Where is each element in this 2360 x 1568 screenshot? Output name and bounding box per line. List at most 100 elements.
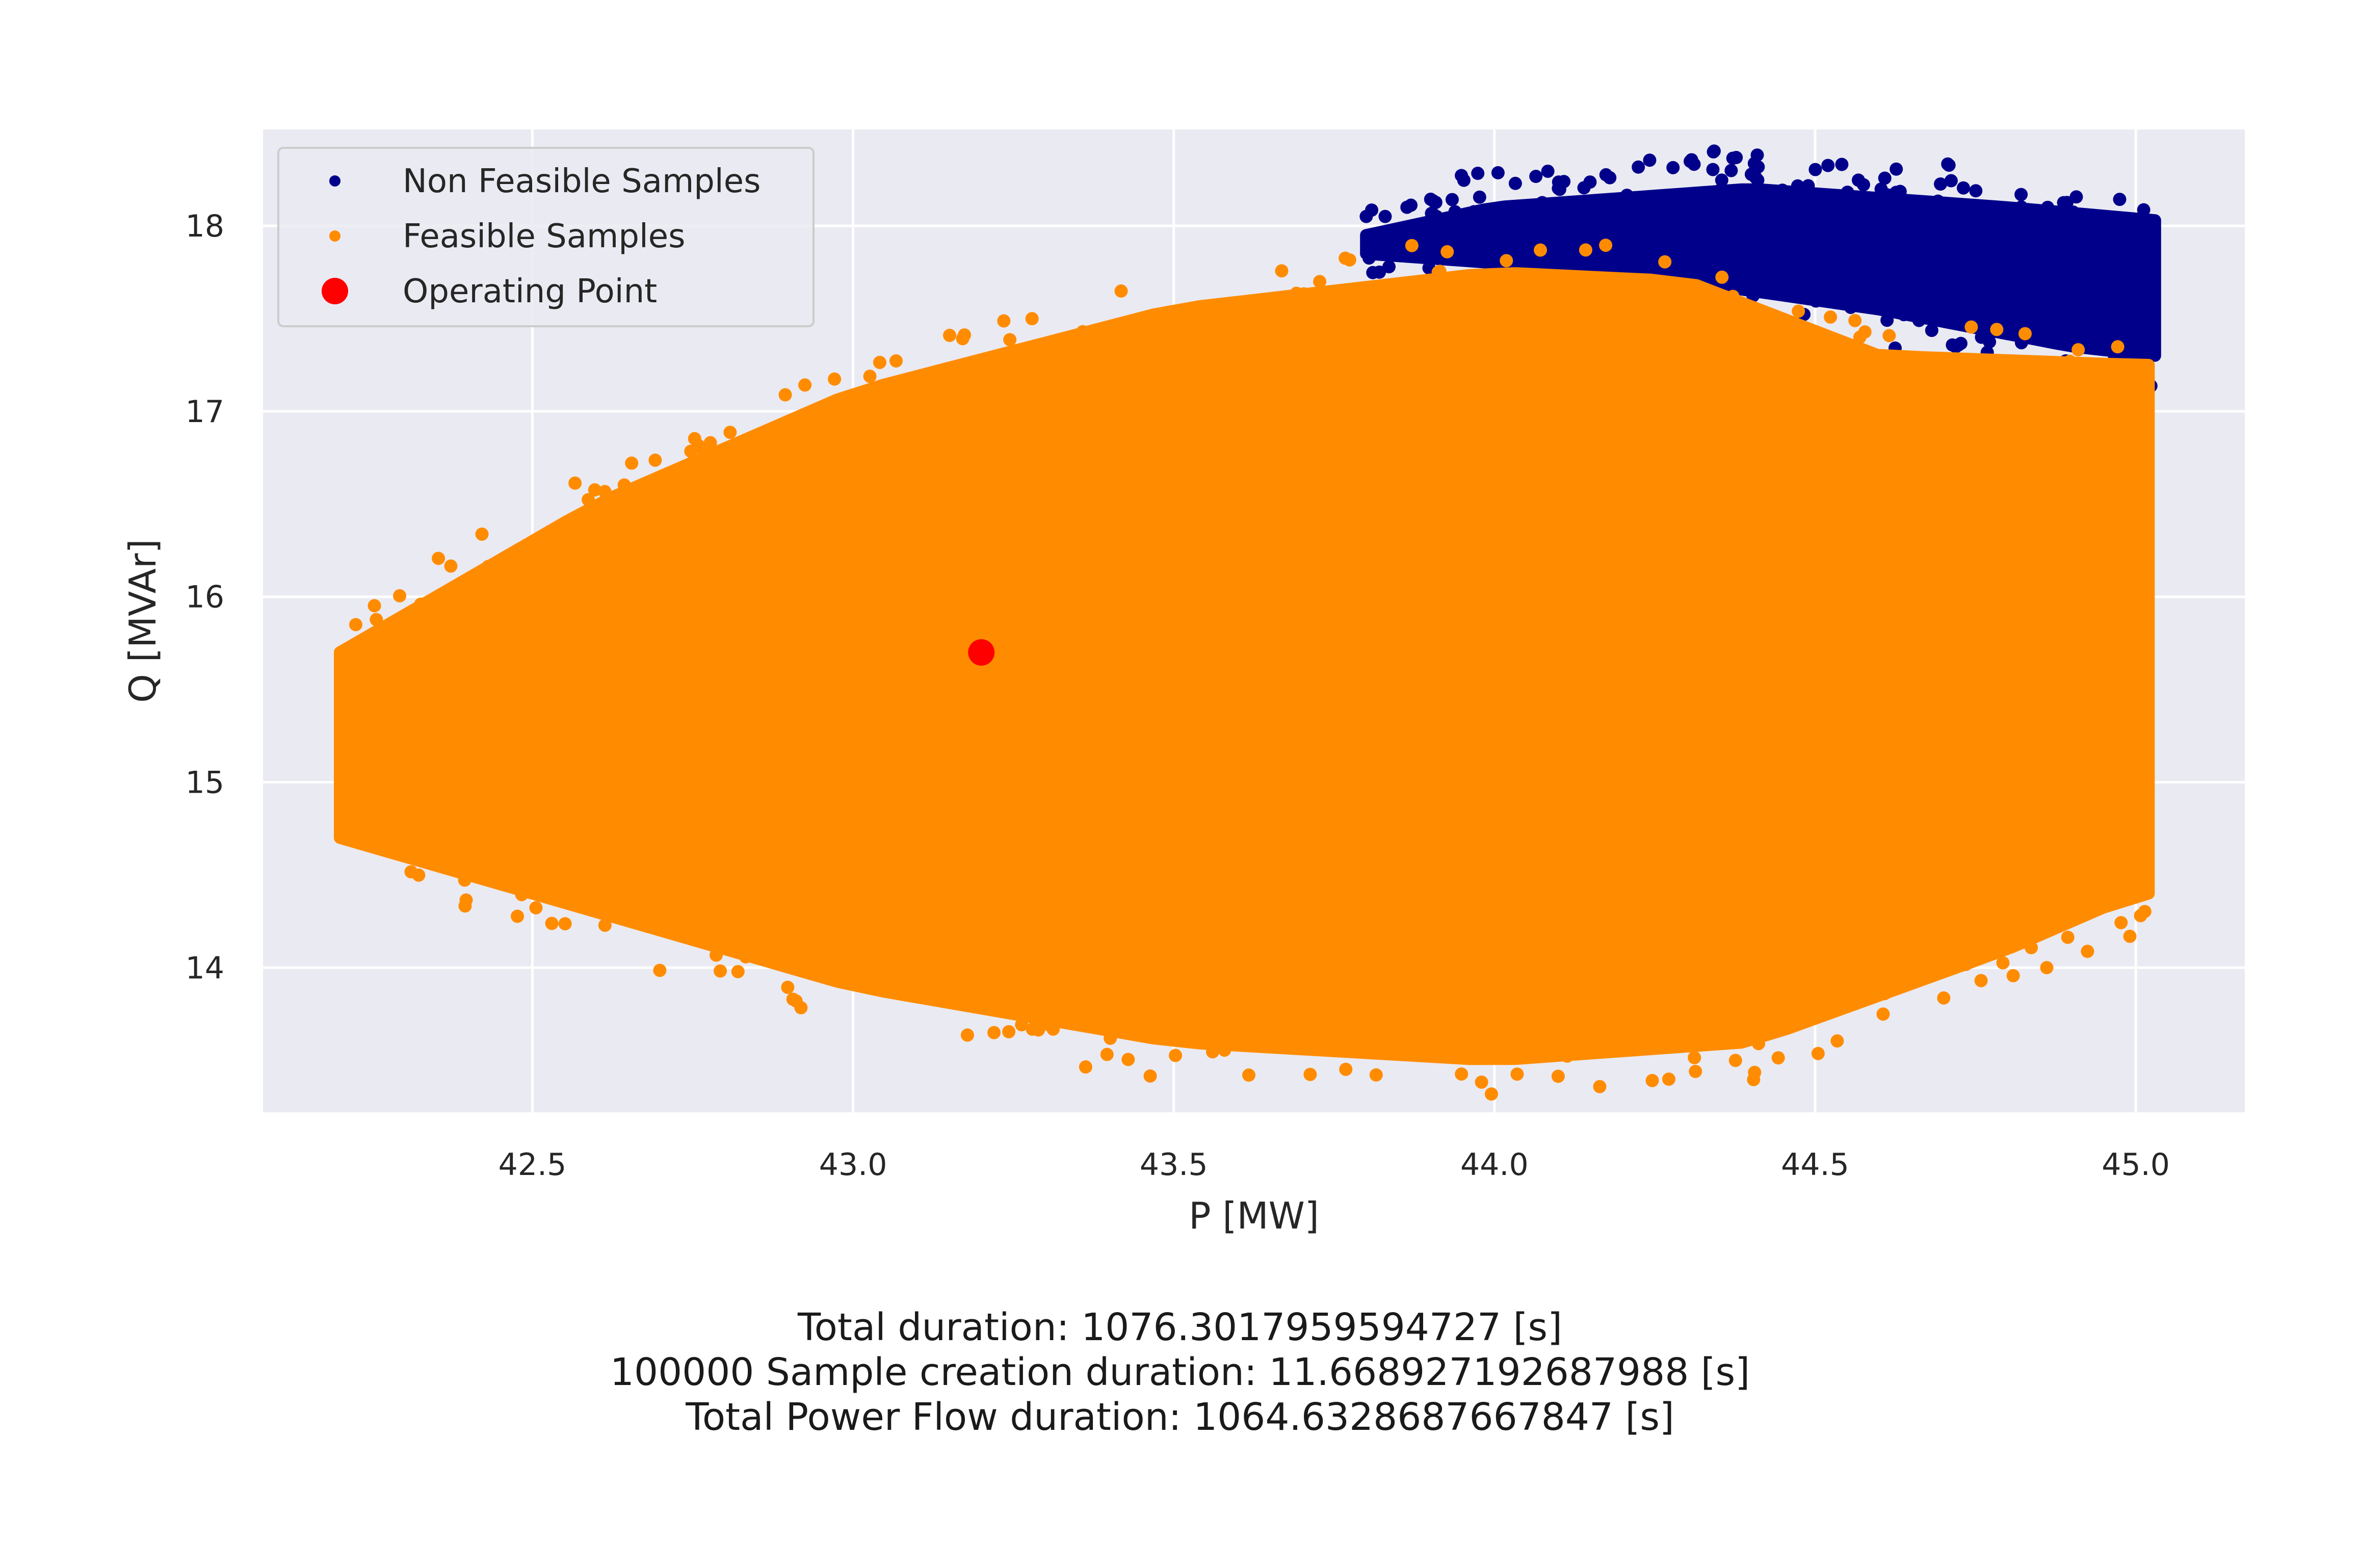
sample-dot: [2006, 969, 2020, 983]
sample-dot: [1824, 310, 1838, 324]
sample-dot: [1275, 264, 1289, 278]
sample-dot: [1046, 1022, 1060, 1035]
sample-dot: [1746, 289, 1760, 303]
sample-dot: [1996, 956, 2010, 970]
sample-dot: [709, 948, 723, 962]
sample-dot: [1956, 181, 1970, 195]
sample-dot: [1632, 160, 1645, 174]
sample-dot: [1689, 1064, 1702, 1078]
legend-label-operating-point: Operating Point: [403, 273, 657, 310]
x-tick-labels: 42.5 43.0 43.5 44.0 44.5 45.0: [499, 1147, 2170, 1183]
sample-dot: [1445, 193, 1459, 206]
sample-dot: [943, 328, 957, 342]
sample-dot: [529, 901, 543, 914]
sample-dot: [1500, 254, 1513, 268]
sample-dot: [1878, 987, 1892, 1001]
legend-label-non-feasible: Non Feasible Samples: [403, 163, 761, 200]
sample-dot: [1510, 1067, 1524, 1081]
sample-dot: [1666, 161, 1680, 174]
sample-dot: [781, 980, 795, 994]
sample-dot: [798, 378, 812, 392]
sample-dot: [1830, 1034, 1844, 1048]
y-axis-label: Q [MVAr]: [121, 539, 164, 702]
sample-dot: [2137, 203, 2151, 217]
x-tick-label: 42.5: [499, 1147, 567, 1183]
sample-dot: [1724, 164, 1738, 177]
sample-dot: [1560, 1049, 1574, 1063]
sample-dot: [889, 354, 903, 368]
sample-dot: [648, 453, 662, 467]
sample-dot: [1969, 184, 1983, 198]
sample-dot: [723, 426, 737, 439]
sample-dot: [1882, 329, 1896, 343]
y-tick-label: 18: [186, 208, 224, 244]
sample-dot: [625, 456, 639, 470]
feasible-samples: [334, 239, 2155, 1101]
sample-dot: [370, 613, 383, 626]
sample-dot: [1878, 171, 1892, 185]
sample-dot: [1359, 210, 1373, 223]
sample-dot: [1440, 245, 1454, 258]
sample-dot: [1541, 164, 1555, 178]
sample-dot: [1959, 957, 1973, 971]
sample-dot: [1529, 170, 1543, 184]
operating-point-layer: [968, 639, 995, 666]
sample-dot: [2018, 327, 2032, 341]
sample-dot: [1841, 186, 1854, 199]
sample-dot: [828, 372, 842, 386]
sample-dot: [1599, 239, 1613, 252]
sample-dot: [1715, 270, 1729, 284]
sample-dot: [1811, 1047, 1825, 1060]
sample-clouds: [334, 144, 2161, 1101]
sample-dot: [794, 1001, 808, 1014]
sample-dot: [1448, 205, 1462, 219]
sample-dot: [458, 873, 471, 887]
sample-dot: [1944, 174, 1958, 188]
sample-dot: [432, 552, 445, 565]
legend-marker-feasible: [329, 230, 340, 242]
sample-dot: [1114, 284, 1128, 298]
sample-dot: [1707, 145, 1720, 159]
total-duration-text: Total duration: 1076.3017959594727 [s]: [798, 1305, 1562, 1349]
sample-dot: [2014, 200, 2028, 214]
sample-dot: [786, 992, 800, 1006]
sample-dot: [714, 964, 727, 978]
sample-dot: [1645, 1074, 1659, 1087]
sample-dot: [1809, 294, 1823, 308]
sample-dot: [1430, 210, 1444, 223]
sample-dot: [2040, 961, 2054, 975]
sample-dot: [475, 527, 489, 541]
sample-dot: [1974, 974, 1988, 987]
sample-dot: [1643, 153, 1657, 167]
sample-dot: [703, 436, 717, 450]
sample-dot: [1726, 151, 1740, 165]
y-tick-label: 15: [186, 765, 224, 800]
sample-dot: [1382, 260, 1396, 274]
sample-dot: [1373, 265, 1386, 279]
sample-dot: [1752, 1037, 1766, 1051]
sample-dot: [414, 597, 428, 611]
sample-dot: [617, 485, 631, 499]
sample-dot: [1079, 1060, 1092, 1074]
sample-dot: [2060, 196, 2074, 210]
sample-dot: [1835, 158, 1849, 171]
sample-dot: [368, 599, 381, 613]
sample-dot: [1467, 205, 1481, 219]
x-tick-label: 44.5: [1781, 1147, 1849, 1183]
sample-dot: [1025, 312, 1039, 326]
sample-dot: [515, 887, 529, 901]
y-tick-label: 14: [186, 950, 224, 986]
sample-dot: [1801, 179, 1815, 193]
sample-dot: [1100, 1048, 1114, 1061]
sample-dot: [1662, 1073, 1675, 1086]
sample-dot: [1791, 179, 1804, 193]
sample-dot: [1003, 333, 1017, 347]
sample-dot: [1821, 159, 1835, 172]
sample-dot: [1751, 173, 1765, 187]
sample-dot: [1143, 1069, 1157, 1083]
sample-dot: [2025, 941, 2038, 955]
sample-dot: [1313, 275, 1327, 289]
sample-dot: [1726, 290, 1740, 303]
y-tick-labels: 14 15 16 17 18: [186, 208, 224, 986]
sample-dot: [1688, 1051, 1701, 1064]
